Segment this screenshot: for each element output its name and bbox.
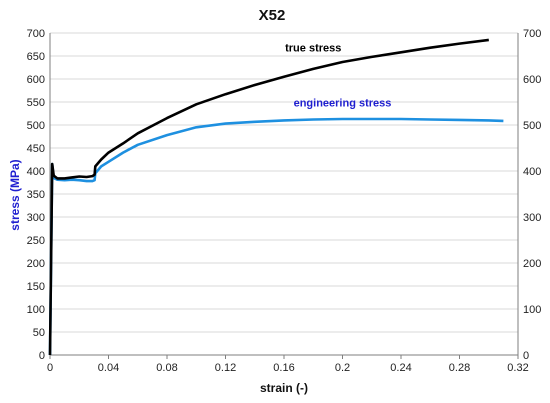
annotation-label: true stress [285,42,341,54]
series-line-true-stress [48,38,489,356]
y-tick-label: 100 [27,304,45,316]
x-tick-label: 0.28 [449,362,470,374]
y-tick-label: 250 [27,235,45,247]
y-tick-label: 700 [27,28,45,40]
x-axis-ticks: 0 0.04 0.08 0.12 0.16 0.2 0.24 0.28 0.32 [47,355,529,374]
y-axis-ticks: 0 50 100 150 200 250 300 350 400 450 500 550 600 650 7… [27,28,45,362]
annotation-label: engineering stress [294,98,392,110]
y-tick-label: 150 [27,281,45,293]
x-tick-label: 0.16 [273,362,294,374]
y-tick-label: 650 [27,51,45,63]
y-tick-label: 450 [27,143,45,155]
y-tick-label: 500 [27,120,45,132]
chart-title: X52 [259,7,286,24]
x-tick-label: 0.08 [156,362,177,374]
y2-tick-label: 0 [523,350,529,362]
y2-tick-label: 100 [523,304,541,316]
y-tick-label: 600 [27,74,45,86]
x-tick-label: 0.2 [335,362,350,374]
y-tick-label: 200 [27,258,45,270]
x-tick-label: 0.24 [390,362,411,374]
y-tick-label: 350 [27,189,45,201]
y2-tick-label: 300 [523,212,541,224]
y2-tick-label: 400 [523,166,541,178]
y2-tick-label: 500 [523,120,541,132]
x-tick-label: 0.32 [507,362,528,374]
x-tick-label: 0.12 [215,362,236,374]
y-tick-label: 300 [27,212,45,224]
series-line-engineering-stress [48,117,504,356]
y-tick-label: 0 [39,350,45,362]
y-tick-label: 550 [27,97,45,109]
series-lines [48,38,504,356]
y-tick-label: 50 [33,327,45,339]
y-axis-label: stress (MPa) [8,159,22,230]
y-tick-label: 400 [27,166,45,178]
y2-tick-label: 600 [523,74,541,86]
gridlines [50,32,518,333]
x-tick-label: 0.04 [98,362,119,374]
x-tick-label: 0 [47,362,53,374]
annotations: true stress engineering stress [285,42,391,109]
x-axis-label: strain (-) [260,381,308,395]
secondary-y-axis-ticks: 0 100 200 300 400 500 600 700 [523,28,541,362]
y2-tick-label: 200 [523,258,541,270]
y2-tick-label: 700 [523,28,541,40]
